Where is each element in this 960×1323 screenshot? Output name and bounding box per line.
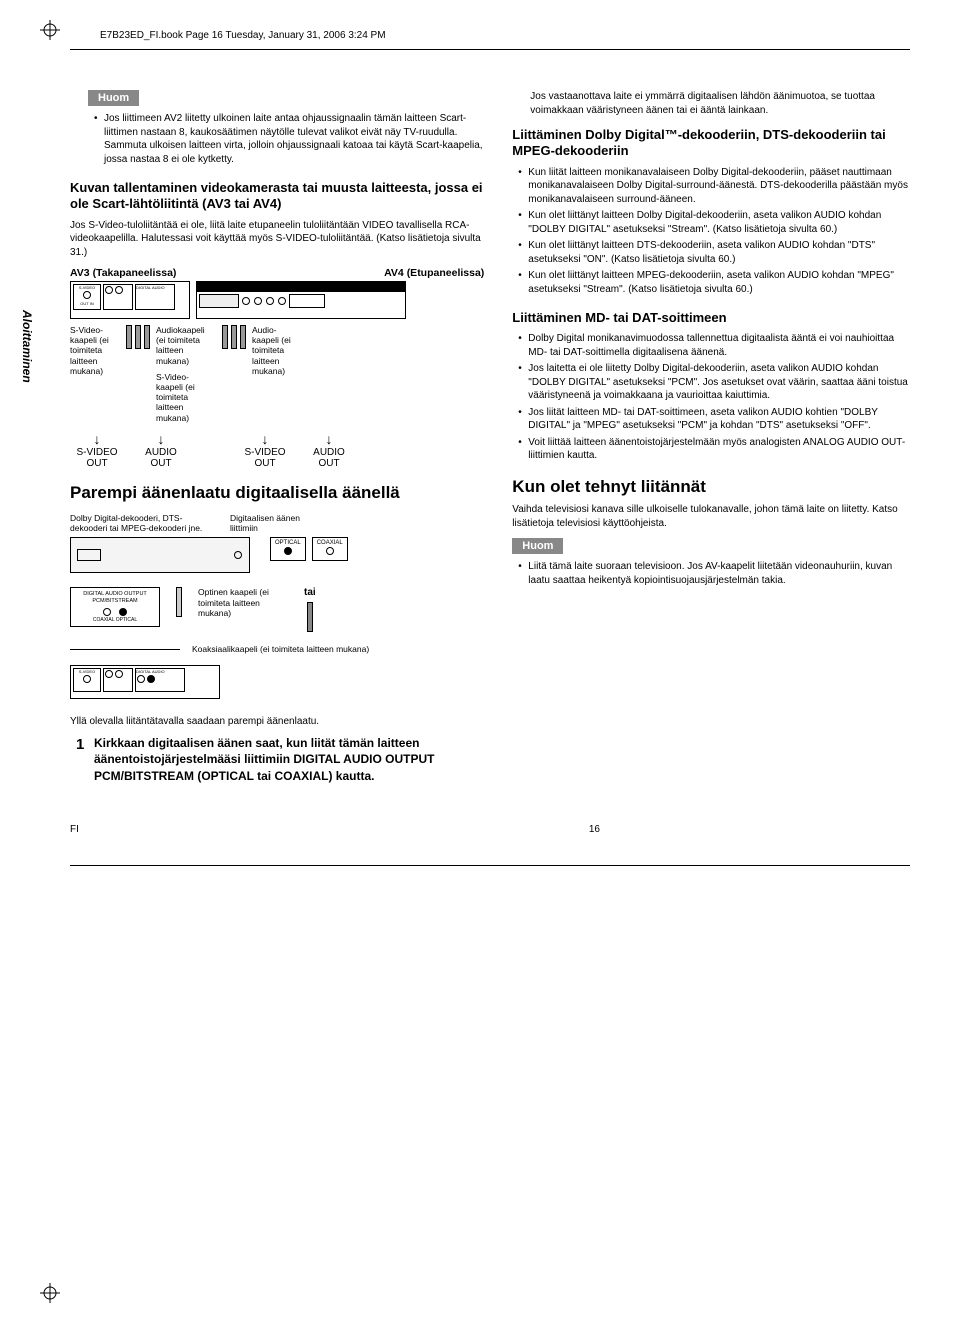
mddat-list: Dolby Digital monikanavimuodossa tallenn…: [512, 332, 910, 463]
opt-coax-ports: OPTICAL COAXIAL: [270, 537, 348, 561]
heading-digital-audio: Parempi äänenlaatu digitaalisella äänell…: [70, 483, 484, 503]
note-badge-2: Huom: [512, 538, 563, 554]
optical-cable-caption: Optinen kaapeli (ei toimiteta laitteen m…: [198, 587, 288, 618]
note-item-2: Liitä tämä laite suoraan televisioon. Jo…: [518, 560, 910, 587]
heading-video-capture: Kuvan tallentaminen videokamerasta tai m…: [70, 180, 484, 213]
step-1-text: Kirkkaan digitaalisen äänen saat, kun li…: [94, 735, 484, 784]
footer-page-number: 16: [589, 824, 600, 835]
para-after-connections: Vaihda televisiosi kanava sille ulkoisel…: [512, 503, 910, 530]
heading-dolby: Liittäminen Dolby Digital™-dekooderiin, …: [512, 127, 910, 160]
step-1: 1 Kirkkaan digitaalisen äänen saat, kun …: [76, 736, 484, 784]
note-item: Jos liittimeen AV2 liitetty ulkoinen lai…: [94, 112, 484, 166]
heading-mddat: Liittäminen MD- tai DAT-soittimeen: [512, 310, 910, 326]
dolby-item: Kun olet liittänyt laitteen MPEG-dekoode…: [518, 269, 910, 296]
digital-input-caption: Digitaalisen äänen liittimiin: [230, 513, 330, 533]
front-panel-graphic: [196, 281, 406, 319]
print-header: E7B23ED_FI.book Page 16 Tuesday, January…: [100, 30, 910, 41]
av-connection-diagram: AV3 (Takapaneelissa) AV4 (Etupaneelissa)…: [70, 267, 484, 469]
coax-opt-label: COAXIAL OPTICAL: [74, 617, 156, 623]
out-svideo-2: S-VIDEO OUT: [244, 447, 285, 469]
mddat-item: Jos laitetta ei ole liitetty Dolby Digit…: [518, 362, 910, 403]
mddat-item: Dolby Digital monikanavimuodossa tallenn…: [518, 332, 910, 359]
diag-label-av4: AV4 (Etupaneelissa): [384, 267, 484, 279]
digital-output-label: DIGITAL AUDIO OUTPUT PCM/BITSTREAM: [74, 591, 156, 603]
out-audio-1: AUDIO OUT: [145, 447, 177, 469]
page-columns: Aloittaminen Huom Jos liittimeen AV2 lii…: [70, 90, 910, 784]
digital-output-box: DIGITAL AUDIO OUTPUT PCM/BITSTREAM COAXI…: [70, 587, 160, 626]
receiver-graphic: [70, 537, 250, 573]
mddat-item: Voit liittää laitteen äänentoistojärjest…: [518, 436, 910, 463]
optical-port-label: OPTICAL: [275, 540, 301, 546]
dolby-list: Kun liität laitteen monikanavalaiseen Do…: [512, 166, 910, 297]
digital-audio-diagram: Dolby Digital-dekooderi, DTS-dekooderi t…: [70, 513, 484, 699]
footer-rule: [70, 865, 910, 866]
cable-label-svideo-rear: S-Video-kaapeli (ei toimiteta laitteen m…: [70, 325, 120, 423]
cable-label-audio-rear: Audiokaapeli (ei toimiteta laitteen muka…: [156, 325, 216, 366]
dolby-item: Kun olet liittänyt laitteen Dolby Digita…: [518, 209, 910, 236]
rear-panel-graphic-2: S-VIDEO DIGITAL AUDIO: [70, 665, 220, 699]
dolby-item: Kun liität laitteen monikanavalaiseen Do…: [518, 166, 910, 207]
cable-label-svideo-front: S-Video- kaapeli (ei toimiteta laitteen …: [156, 372, 216, 423]
cable-label-audio-front: Audio-kaapeli (ei toimiteta laitteen muk…: [252, 325, 302, 423]
right-column: Jos vastaanottava laite ei ymmärrä digit…: [512, 90, 910, 784]
out-audio-2: AUDIO OUT: [313, 447, 345, 469]
dolby-item: Kun olet liittänyt laitteen DTS-dekooder…: [518, 239, 910, 266]
mddat-item: Jos liität laitteen MD- tai DAT-soittime…: [518, 406, 910, 433]
side-tab: Aloittaminen: [20, 310, 34, 383]
note-list: Jos liittimeen AV2 liitetty ulkoinen lai…: [88, 112, 484, 166]
page-footer: FI 16: [70, 824, 910, 835]
note-badge: Huom: [88, 90, 139, 106]
step-number: 1: [76, 736, 84, 753]
diag-label-av3: AV3 (Takapaneelissa): [70, 267, 176, 279]
heading-after-connections: Kun olet tehnyt liitännät: [512, 477, 910, 497]
para-better-quality: Yllä olevalla liitäntätavalla saadaan pa…: [70, 715, 484, 729]
para-video-capture: Jos S-Video-tuloliitäntää ei ole, liitä …: [70, 219, 484, 260]
note-list-2: Liitä tämä laite suoraan televisioon. Jo…: [512, 560, 910, 587]
rear-panel-graphic: S-VIDEOOUT IN DIGITAL AUDIO: [70, 281, 190, 319]
left-column: Huom Jos liittimeen AV2 liitetty ulkoine…: [70, 90, 484, 784]
coaxial-cable-caption: Koaksiaalikaapeli (ei toimiteta laitteen…: [192, 644, 369, 654]
print-header-rule: [70, 49, 910, 50]
para-digital-warning: Jos vastaanottava laite ei ymmärrä digit…: [530, 90, 910, 117]
footer-lang: FI: [70, 824, 79, 835]
tai-label: tai: [304, 587, 316, 598]
decoder-caption: Dolby Digital-dekooderi, DTS-dekooderi t…: [70, 513, 210, 533]
out-svideo-1: S-VIDEO OUT: [76, 447, 117, 469]
coaxial-port-label: COAXIAL: [317, 540, 343, 546]
